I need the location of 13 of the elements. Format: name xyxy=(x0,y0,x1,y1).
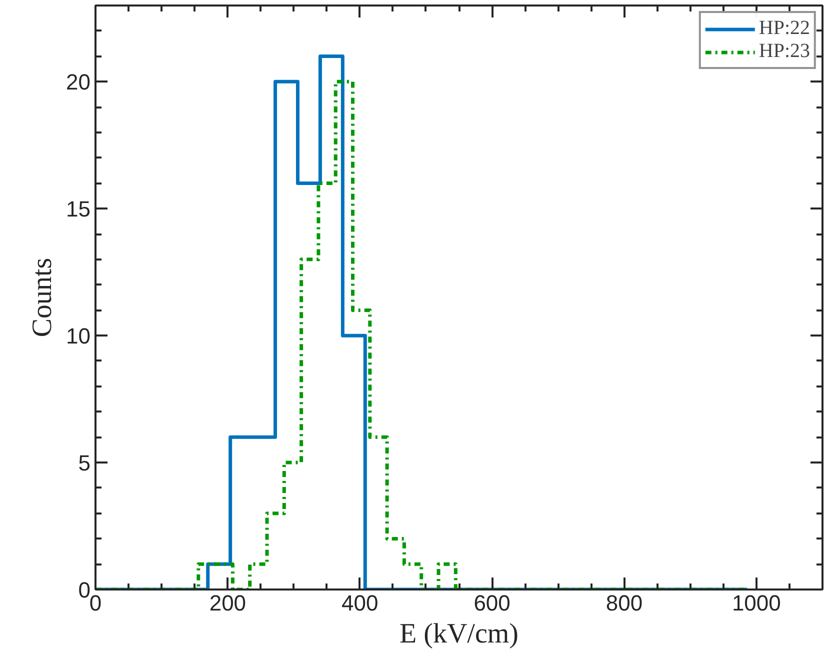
y-tick-label: 10 xyxy=(66,324,91,349)
x-tick-label: 400 xyxy=(342,590,378,616)
x-tick-label: 600 xyxy=(474,590,510,616)
x-axis-title: E (kV/cm) xyxy=(400,618,518,650)
y-tick-label: 15 xyxy=(66,196,91,222)
legend-label: HP:23 xyxy=(758,40,810,63)
y-tick-label: 20 xyxy=(66,70,91,95)
y-tick-label: 5 xyxy=(78,450,91,476)
y-axis-title: Counts xyxy=(27,258,58,338)
x-tick-label: 1000 xyxy=(732,590,781,616)
x-tick-label: 200 xyxy=(209,590,246,616)
legend-label: HP:22 xyxy=(758,17,810,40)
x-tick-label: 800 xyxy=(606,590,643,616)
